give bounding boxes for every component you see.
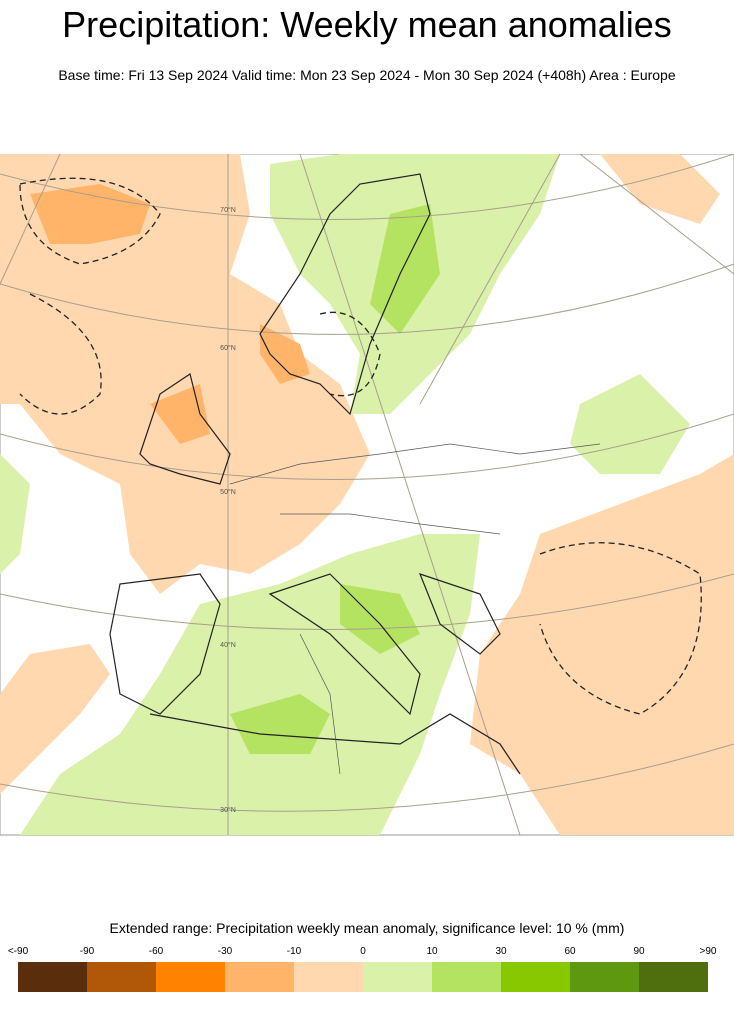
significance-contours <box>19 177 702 715</box>
color-swatch <box>363 962 432 992</box>
legend-title: Extended range: Precipitation weekly mea… <box>109 920 625 936</box>
color-swatch <box>639 962 708 992</box>
color-swatch <box>294 962 363 992</box>
colorbar-label: 90 <box>633 946 645 957</box>
color-swatch <box>87 962 156 992</box>
colorbar: <-90 -90 -60 -30 -10 0 10 30 60 90 >90 <box>8 946 717 992</box>
colorbar-label: 0 <box>360 946 366 957</box>
borders <box>229 443 601 775</box>
color-swatch <box>432 962 501 992</box>
title: Precipitation: Weekly mean anomalies <box>62 4 672 45</box>
lat-label: 60°N <box>220 344 236 352</box>
colorbar-label: -60 <box>149 946 164 957</box>
graticule <box>0 154 734 836</box>
color-swatch <box>225 962 294 992</box>
dry-anomaly <box>0 154 734 835</box>
color-swatch <box>501 962 570 992</box>
dry-anomaly-strong <box>30 184 310 444</box>
colorbar-label: >90 <box>700 946 717 957</box>
latitude-labels: 70°N 60°N 50°N 40°N 30°N <box>220 206 236 814</box>
colorbar-label: -90 <box>80 946 95 957</box>
lat-label: 70°N <box>220 206 236 214</box>
subtitle: Base time: Fri 13 Sep 2024 Valid time: M… <box>58 67 676 83</box>
colorbar-label: 60 <box>564 946 576 957</box>
colorbar-label: 10 <box>426 946 438 957</box>
color-swatch <box>18 962 87 992</box>
coastlines <box>109 173 521 775</box>
wet-anomaly-moderate <box>230 204 440 754</box>
color-swatch <box>156 962 225 992</box>
colorbar-label: -10 <box>287 946 302 957</box>
color-swatch <box>570 962 639 992</box>
lat-label: 40°N <box>220 641 236 649</box>
lat-label: 30°N <box>220 806 236 814</box>
colorbar-label: -30 <box>218 946 233 957</box>
map: 70°N 60°N 50°N 40°N 30°N <box>0 154 734 836</box>
colorbar-label: 30 <box>495 946 507 957</box>
colorbar-label: <-90 <box>8 946 29 957</box>
lat-label: 50°N <box>220 488 236 496</box>
